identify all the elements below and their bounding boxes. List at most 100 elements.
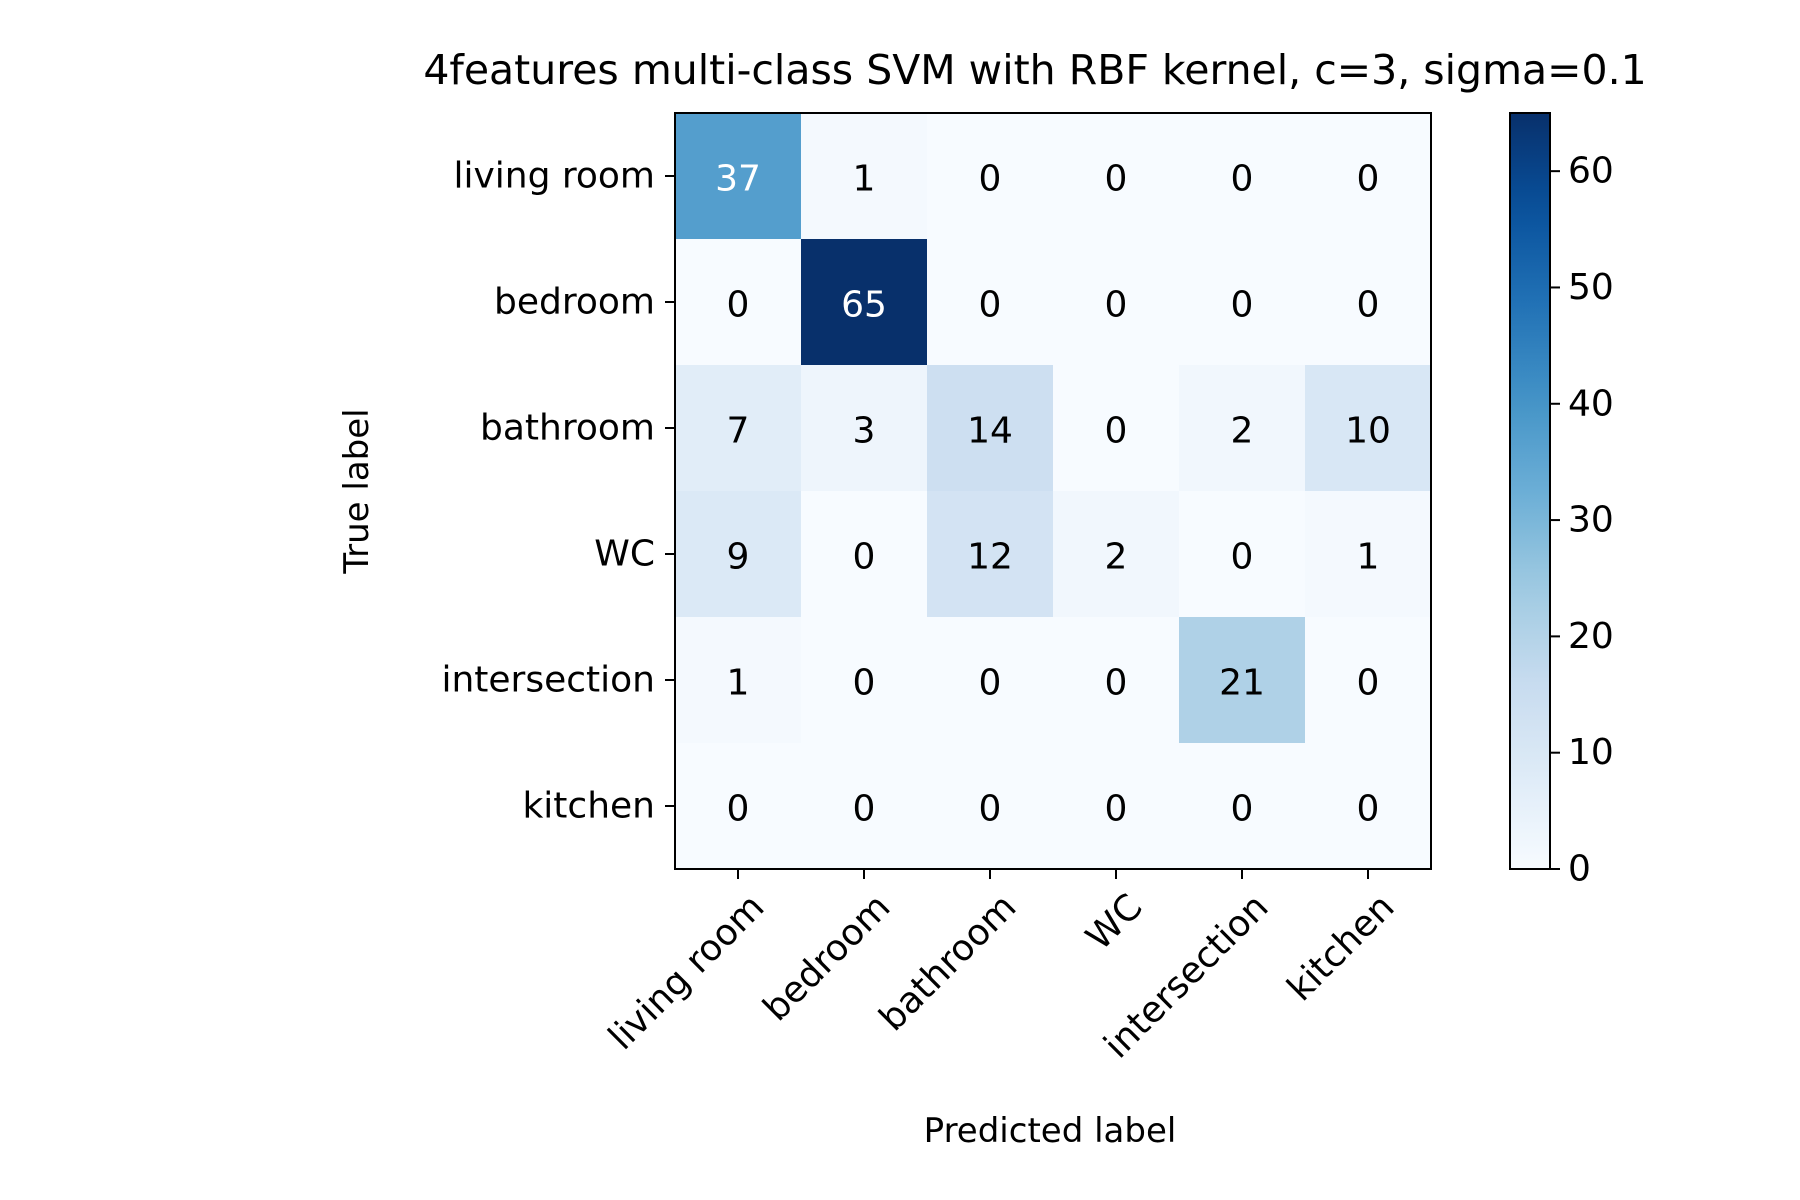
cell-value-label: 0: [979, 789, 1002, 830]
cell-value-label: 0: [1231, 159, 1254, 200]
cell-value-label: 2: [1231, 411, 1254, 452]
heatmap-cell-r2-c5: [1305, 365, 1432, 492]
cell-value-label: 0: [1357, 789, 1380, 830]
x-tick-label-living-room: living room: [601, 886, 773, 1058]
cell-value-label: 0: [1105, 411, 1128, 452]
heatmap-cell-r3-c5: [1305, 491, 1432, 618]
cell-value-label: 0: [853, 663, 876, 704]
heatmap-cell-r3-c1: [801, 491, 928, 618]
cell-value-label: 0: [853, 789, 876, 830]
heatmap-cell-r5-c3: [1053, 743, 1180, 870]
cell-value-label: 0: [1357, 285, 1380, 326]
heatmap-cell-r2-c1: [801, 365, 928, 492]
cell-value-label: 0: [1357, 663, 1380, 704]
cell-value-label: 0: [1105, 663, 1128, 704]
heatmap-cell-r2-c2: [927, 365, 1054, 492]
y-tick-label-living-room: living room: [453, 156, 655, 197]
y-axis-ticks: living room bedroom bathroom WC intersection…: [441, 156, 675, 827]
heatmap-cell-r5-c5: [1305, 743, 1432, 870]
cell-value-label: 2: [1105, 537, 1128, 578]
heatmap-cell-r5-c2: [927, 743, 1054, 870]
cell-value-label: 7: [727, 411, 750, 452]
heatmap-cell-r2-c3: [1053, 365, 1180, 492]
heatmap-cell-r3-c2: [927, 491, 1054, 618]
plot-frame: [674, 112, 1432, 870]
heatmap-cell-r0-c3: [1053, 113, 1180, 240]
heatmap-cell-r5-c1: [801, 743, 928, 870]
heatmap-cell-r5-c0: [675, 743, 802, 870]
cell-value-label: 65: [841, 285, 887, 326]
cell-value-label: 12: [967, 537, 1013, 578]
cell-value-label: 37: [715, 159, 761, 200]
colorbar-tick-label: 40: [1568, 383, 1614, 424]
cell-value-label: 9: [727, 537, 750, 578]
cell-value-label: 0: [727, 789, 750, 830]
cell-value-label: 0: [979, 159, 1002, 200]
heatmap-cell-r4-c3: [1053, 617, 1180, 744]
cell-value-label: 10: [1345, 411, 1391, 452]
heatmap-cell-r0-c4: [1179, 113, 1306, 240]
colorbar-tick-label: 10: [1568, 732, 1614, 773]
heatmap-cell-r4-c0: [675, 617, 802, 744]
cell-value-label: 14: [967, 411, 1013, 452]
colorbar-tick-label: 50: [1568, 267, 1614, 308]
heatmap-cell-r2-c0: [675, 365, 802, 492]
heatmap-cell-r3-c3: [1053, 491, 1180, 618]
heatmap-cell-r0-c2: [927, 113, 1054, 240]
y-tick-label-bathroom: bathroom: [480, 408, 655, 449]
heatmap-cells: [675, 113, 1432, 870]
heatmap-cell-r4-c2: [927, 617, 1054, 744]
cell-value-label: 0: [979, 285, 1002, 326]
colorbar-tick-label: 30: [1568, 500, 1614, 541]
cell-value-label: 1: [727, 663, 750, 704]
cell-value-label: 0: [853, 537, 876, 578]
cell-value-label: 0: [1105, 159, 1128, 200]
colorbar-tick-label: 60: [1568, 151, 1614, 192]
heatmap-cell-r0-c5: [1305, 113, 1432, 240]
heatmap-cell-r1-c5: [1305, 239, 1432, 366]
cell-value-label: 0: [1105, 285, 1128, 326]
heatmap-cell-r1-c2: [927, 239, 1054, 366]
cell-value-label: 0: [1231, 789, 1254, 830]
colorbar-ticks: 0 10 20 30 40 50 60: [1550, 151, 1614, 890]
heatmap-cell-r4-c4: [1179, 617, 1306, 744]
colorbar-tick-label: 20: [1568, 616, 1614, 657]
heatmap-cell-r5-c4: [1179, 743, 1306, 870]
cell-value-label: 1: [853, 159, 876, 200]
cell-value-label: 0: [1357, 159, 1380, 200]
heatmap-cell-labels: 37 1 0 0 0 00 65 0 0 0 07 3 14 0 2 109 0 12 2 0 11 0 0 0 21 00 0 0 0…: [715, 159, 1391, 830]
x-tick-label-wc: WC: [1079, 886, 1151, 958]
cell-value-label: 1: [1357, 537, 1380, 578]
heatmap-cell-r0-c1: [801, 113, 928, 240]
y-tick-label-wc: WC: [594, 534, 655, 575]
heatmap-cell-r1-c3: [1053, 239, 1180, 366]
x-tick-label-kitchen: kitchen: [1280, 886, 1403, 1009]
heatmap-cell-r1-c1: [801, 239, 928, 366]
chart-title: 4features multi-class SVM with RBF kerne…: [423, 46, 1646, 94]
heatmap-cell-r4-c5: [1305, 617, 1432, 744]
heatmap-cell-r1-c0: [675, 239, 802, 366]
cell-value-label: 21: [1219, 663, 1265, 704]
heatmap-cell-r2-c4: [1179, 365, 1306, 492]
cell-value-label: 3: [853, 411, 876, 452]
cell-value-label: 0: [1231, 537, 1254, 578]
cell-value-label: 0: [727, 285, 750, 326]
y-tick-label-kitchen: kitchen: [522, 786, 655, 827]
colorbar: [1509, 112, 1551, 870]
heatmap-cell-r4-c1: [801, 617, 928, 744]
x-axis-label: Predicted label: [924, 1111, 1177, 1151]
cell-value-label: 0: [979, 663, 1002, 704]
heatmap-cell-r0-c0: [675, 113, 802, 240]
heatmap-cell-r3-c4: [1179, 491, 1306, 618]
x-tick-label-bathroom: bathroom: [872, 886, 1025, 1039]
y-tick-label-bedroom: bedroom: [494, 282, 655, 323]
y-axis-label: True label: [337, 408, 377, 574]
cell-value-label: 0: [1105, 789, 1128, 830]
heatmap-cell-r3-c0: [675, 491, 802, 618]
colorbar-tick-label: 0: [1568, 849, 1591, 890]
cell-value-label: 0: [1231, 285, 1254, 326]
y-tick-label-intersection: intersection: [441, 660, 655, 701]
heatmap-cell-r1-c4: [1179, 239, 1306, 366]
